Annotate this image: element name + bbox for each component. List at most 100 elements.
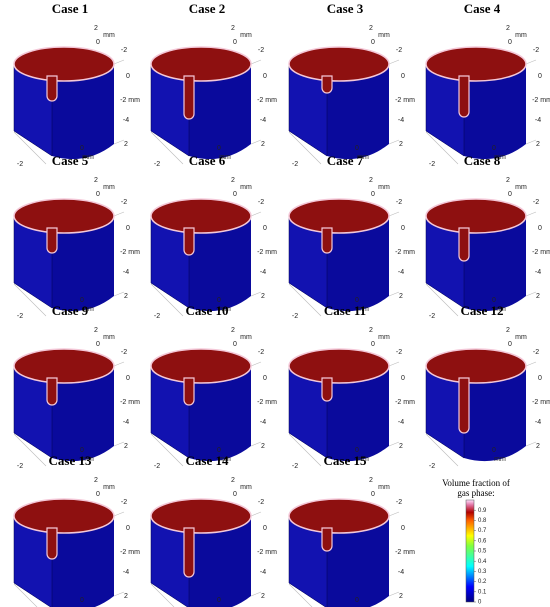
axis-label: 0 [80,447,84,454]
gas-top [288,198,390,234]
axis-label: 0 [233,39,237,46]
axis-label: 0 [80,297,84,304]
colorbar-tick-label: 0.7 [478,528,487,534]
axis-label: -4 [260,569,266,576]
axis-label: mm [240,32,252,39]
axis-label: 2 [399,593,403,600]
axis-label: 0 [217,145,221,152]
axis-label: 0 [217,297,221,304]
gas-finger [321,227,333,254]
axis-label: 2 [231,327,235,334]
axis-label: 2 [94,327,98,334]
axis-label: 0 [355,145,359,152]
axis-label: -4 [398,269,404,276]
axis-label: -2 [17,313,23,320]
colorbar-tick-label: 0.3 [478,569,487,575]
axis-label: 0 [401,73,405,80]
axis-label: -2 mm [532,249,550,256]
axis-label: 2 [399,141,403,148]
axis-label: 2 [536,443,540,450]
panel-title: Case 14 [186,453,229,468]
axis-label: mm [82,606,94,607]
gas-top [13,498,115,534]
axis-label: 0 [126,375,130,382]
axis-label: 2 [261,141,265,148]
gas-finger [46,227,58,254]
gas-finger [458,377,470,434]
axis-label: -4 [123,117,129,124]
gas-top [288,46,390,82]
axis-label: 2 [399,443,403,450]
panel-title: Case 8 [464,153,501,168]
axis-label: 0 [96,191,100,198]
axis-line [288,511,400,607]
axis-label: mm [103,184,115,191]
axis-label: -2 [258,47,264,54]
axis-label: 2 [124,593,128,600]
axis-label: 2 [124,293,128,300]
panel-title: Case 2 [189,1,225,16]
gas-finger [321,377,333,402]
axis-label: 0 [355,597,359,604]
panel-title: Case 9 [52,303,89,318]
axis-label: -2 [292,313,298,320]
axis-label: -4 [398,117,404,124]
axis-label: -2 mm [120,97,140,104]
axis-label: -2 [533,47,539,54]
axis-label: 0 [263,73,267,80]
colorbar-tick-label: 0.1 [478,589,487,595]
axis-label: mm [515,184,527,191]
axis-label: mm [494,456,506,463]
gas-finger [321,75,333,94]
axis-label: 0 [96,341,100,348]
gas-top [425,46,527,82]
axis-label: -2 mm [257,97,277,104]
axis-label: -2 mm [532,399,550,406]
axis-line [150,211,262,317]
axis-label: mm [378,184,390,191]
axis-label: 0 [126,73,130,80]
axis-line [425,211,537,317]
colorbar-tick-label: 0.8 [478,518,487,524]
axis-label: 0 [355,447,359,454]
axis-label: 0 [401,225,405,232]
axis-label: mm [240,484,252,491]
axis-label: -2 mm [395,249,415,256]
axis-label: -2 mm [532,97,550,104]
axis-label: mm [494,154,506,161]
axis-label: 2 [261,593,265,600]
axis-label: 0 [96,491,100,498]
gas-top [425,198,527,234]
panel-title: Case 1 [52,1,88,16]
axis-label: 0 [371,39,375,46]
axis-line [13,59,125,165]
axis-label: 0 [401,525,405,532]
axis-label: 2 [369,177,373,184]
axis-label: 0 [126,225,130,232]
colorbar-tick-label: 0 [478,600,482,606]
axis-label: -4 [398,419,404,426]
axis-label: -4 [260,117,266,124]
axis-label: 0 [538,73,542,80]
axis-line [13,211,125,317]
axis-label: 2 [506,177,510,184]
axis-label: -4 [260,269,266,276]
axis-label: -4 [123,569,129,576]
axis-line [150,361,262,467]
axis-label: -2 [292,463,298,470]
colorbar-tick-label: 0.9 [478,508,487,514]
gas-top [13,198,115,234]
axis-label: mm [515,334,527,341]
gas-finger [321,527,333,552]
axis-label: -2 [429,463,435,470]
axis-label: -2 [533,199,539,206]
axis-label: 0 [371,191,375,198]
